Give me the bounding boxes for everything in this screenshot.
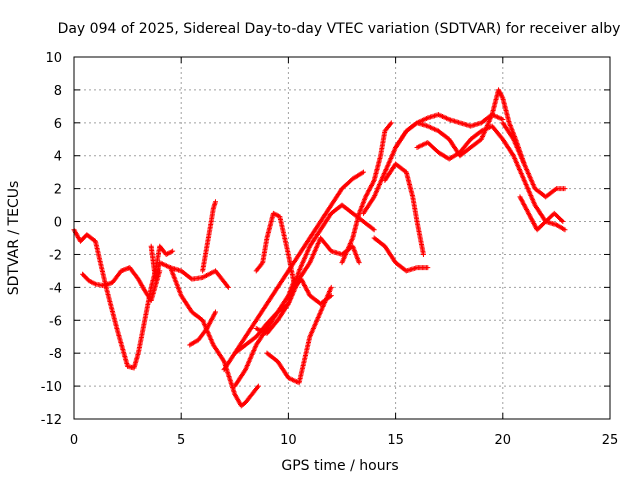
x-tick-label: 5 [177, 433, 185, 448]
series-arc-11 [253, 210, 334, 307]
y-tick-label: 8 [54, 84, 62, 99]
data-point [213, 199, 219, 205]
y-tick-label: 4 [54, 150, 62, 165]
data-point [425, 265, 431, 271]
y-tick-label: -4 [49, 281, 62, 296]
data-point [559, 218, 565, 224]
data-point [562, 227, 568, 233]
series-arc-19 [500, 120, 568, 200]
data-point [388, 120, 394, 126]
series-arc-16 [382, 161, 426, 257]
series-arc-3 [148, 243, 261, 409]
series-arc-2 [80, 265, 163, 304]
x-axis-label: GPS time / hours [281, 458, 398, 474]
series-arc-20 [517, 194, 566, 233]
y-tick-label: -6 [49, 314, 62, 329]
data-point [213, 309, 219, 315]
y-tick-label: 2 [54, 183, 62, 198]
data-point [562, 186, 568, 192]
data-marks [71, 87, 568, 409]
y-tick-label: 6 [54, 117, 62, 132]
data-point [255, 383, 261, 389]
x-tick-label: 15 [387, 433, 404, 448]
x-tick-label: 10 [280, 433, 297, 448]
series-arc-7 [221, 276, 298, 373]
chart-title: Day 094 of 2025, Sidereal Day-to-day VTE… [58, 21, 621, 37]
series-arc-18 [414, 123, 568, 233]
data-point [225, 284, 231, 290]
data-point [356, 260, 362, 266]
y-tick-label: -2 [49, 248, 62, 263]
series-arc-1 [71, 227, 176, 371]
series-arc-12 [264, 284, 334, 386]
data-point [170, 248, 176, 254]
y-tick-label: -10 [41, 380, 62, 395]
y-tick-label: -12 [41, 413, 62, 428]
x-tick-label: 0 [70, 433, 78, 448]
y-tick-label: 10 [45, 51, 62, 66]
x-tick-label: 20 [495, 433, 512, 448]
data-point [420, 251, 426, 257]
data-point [560, 219, 566, 225]
y-axis-label: SDTVAR / TECUs [6, 181, 22, 296]
y-tick-label: -8 [49, 347, 62, 362]
grid [74, 57, 610, 419]
axis-ticks: 0 5 10 15 20 25 -12 -10 -8 -6 -4 -2 0 2 4 6 8 10 [41, 51, 619, 448]
data-point [360, 169, 366, 175]
series-arc-15 [371, 235, 431, 274]
data-point [370, 226, 376, 232]
plot-frame [73, 56, 611, 420]
series-arc-4 [167, 265, 231, 290]
data-point [328, 284, 334, 290]
series-arc-5 [187, 309, 219, 348]
series-arc-6 [200, 199, 219, 274]
series-arc-13 [339, 120, 394, 266]
y-tick-label: 0 [54, 216, 62, 231]
series-arc-9 [232, 169, 366, 356]
data-point [371, 227, 377, 233]
x-tick-label: 25 [602, 433, 619, 448]
data-point [552, 186, 558, 192]
